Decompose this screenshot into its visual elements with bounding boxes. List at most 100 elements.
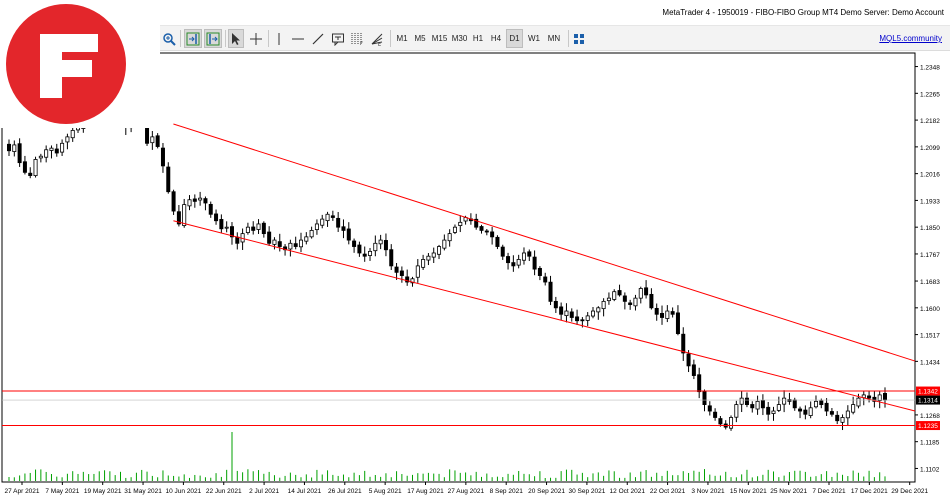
- y-tick-label: 1.2016: [920, 172, 940, 179]
- candle-body: [617, 290, 622, 296]
- timeframe-m1-button[interactable]: M1: [396, 34, 408, 43]
- candle-body: [707, 405, 712, 412]
- candle-body: [176, 211, 181, 225]
- candle-body: [713, 411, 718, 418]
- candle-body: [744, 397, 749, 405]
- y-tick-label: 1.1268: [920, 413, 940, 420]
- timeframe-d1-button[interactable]: D1: [506, 29, 523, 48]
- x-tick-label: 7 Dec 2021: [812, 488, 846, 495]
- y-tick-label: 1.2182: [920, 118, 940, 125]
- candle-body: [70, 130, 75, 139]
- trendline-icon[interactable]: [310, 29, 326, 48]
- candle-body: [575, 316, 580, 322]
- candle-body: [229, 226, 234, 238]
- x-tick-label: 26 Jul 2021: [328, 488, 362, 495]
- candle-body: [309, 230, 314, 238]
- chart-shift-icon[interactable]: [184, 29, 202, 48]
- price-chart[interactable]: 1.2348 1.2265 1.2182 1.2099 1.2016 1.1933 1.18…: [0, 51, 950, 500]
- x-tick-label: 5 Aug 2021: [369, 488, 402, 495]
- timeframe-h1-button[interactable]: H1: [472, 34, 484, 43]
- autoscroll-icon[interactable]: [204, 29, 222, 48]
- x-tick-label: 27 Apr 2021: [4, 488, 39, 495]
- timeframe-w1-button[interactable]: W1: [528, 34, 540, 43]
- candle-body: [155, 135, 160, 147]
- candle-body: [378, 239, 383, 245]
- candle-body: [660, 312, 665, 318]
- candle-body: [256, 223, 261, 230]
- fibonacci-icon[interactable]: F: [348, 29, 366, 48]
- candle-body: [787, 399, 792, 402]
- crosshair-icon[interactable]: [248, 29, 264, 48]
- zoom-in-icon[interactable]: [160, 29, 178, 48]
- candle-body: [60, 142, 65, 153]
- candle-body: [437, 246, 442, 255]
- candle-body: [506, 256, 511, 264]
- x-tick-label: 2 Jul 2021: [249, 488, 279, 495]
- candle-body: [516, 259, 521, 266]
- mql5-community-link[interactable]: MQL5.community: [879, 34, 942, 43]
- candle-body: [548, 281, 553, 302]
- x-tick-label: 14 Jul 2021: [288, 488, 322, 495]
- candle-body: [819, 400, 824, 405]
- level-price-label: 1.1235: [918, 423, 938, 430]
- timeframe-m5-button[interactable]: M5: [414, 34, 426, 43]
- candle-body: [405, 276, 410, 283]
- current-price-label: 1.1314: [918, 398, 938, 405]
- candle-body: [766, 406, 771, 415]
- candle-body: [532, 256, 537, 270]
- candle-body: [718, 418, 723, 425]
- cursor-icon[interactable]: [228, 29, 244, 48]
- timeframe-m15-button[interactable]: M15: [431, 34, 448, 43]
- current-price-label-bg: [916, 395, 940, 405]
- timeframe-h4-button[interactable]: H4: [490, 34, 502, 43]
- toolbar-separator: [180, 30, 181, 47]
- timeframe-mn-button[interactable]: MN: [547, 34, 561, 43]
- candle-body: [633, 297, 638, 307]
- candle-body: [760, 400, 765, 409]
- candle-body: [734, 404, 739, 418]
- toolbar-separator: [225, 30, 226, 47]
- candle-body: [543, 276, 548, 283]
- candle-body: [803, 409, 808, 415]
- candle-body: [686, 353, 691, 367]
- candle-body: [426, 255, 431, 261]
- x-tick-label: 31 May 2021: [124, 488, 162, 495]
- candle-body: [272, 239, 277, 245]
- x-tick-label: 19 May 2021: [84, 488, 122, 495]
- vertical-line-icon[interactable]: [272, 29, 286, 48]
- candle-body: [697, 374, 702, 393]
- candle-body: [851, 404, 856, 413]
- horizontal-line-icon[interactable]: [290, 29, 306, 48]
- window-title: MetaTrader 4 - 1950019 - FIBO-FIBO Group…: [662, 8, 944, 17]
- x-tick-label: 7 May 2021: [45, 488, 79, 495]
- candle-body: [410, 278, 415, 284]
- candle-body: [325, 213, 330, 222]
- candle-body: [792, 399, 797, 409]
- candle-body: [267, 231, 272, 244]
- window-layout-icon[interactable]: [571, 29, 587, 48]
- x-tick-label: 10 Jun 2021: [166, 488, 202, 495]
- candle-body: [638, 288, 643, 299]
- level-price-label-bg: [916, 386, 940, 396]
- y-tick-label: 1.2348: [920, 65, 940, 72]
- candle-body: [654, 307, 659, 315]
- candle-body: [304, 236, 309, 242]
- text-icon[interactable]: [330, 29, 346, 48]
- candle-body: [166, 166, 171, 193]
- candle-body: [421, 259, 426, 268]
- candle-body: [44, 149, 49, 158]
- candle-body: [601, 300, 606, 310]
- x-tick-label: 3 Nov 2021: [691, 488, 725, 495]
- x-tick-label: 12 Oct 2021: [610, 488, 646, 495]
- fibo-fan-icon[interactable]: E: [368, 29, 386, 48]
- y-tick-label: 1.1517: [920, 333, 940, 340]
- candle-body: [235, 236, 240, 244]
- candle-body: [431, 252, 436, 258]
- timeframe-m30-button[interactable]: M30: [451, 34, 468, 43]
- svg-text:F: F: [360, 41, 363, 46]
- chart-canvas[interactable]: 1.2348 1.2265 1.2182 1.2099 1.2016 1.1933 1.18…: [0, 51, 950, 500]
- candle-body: [362, 253, 367, 257]
- y-tick-label: 1.1933: [920, 198, 940, 205]
- y-tick-label: 1.1600: [920, 306, 940, 313]
- candle-body: [729, 417, 734, 429]
